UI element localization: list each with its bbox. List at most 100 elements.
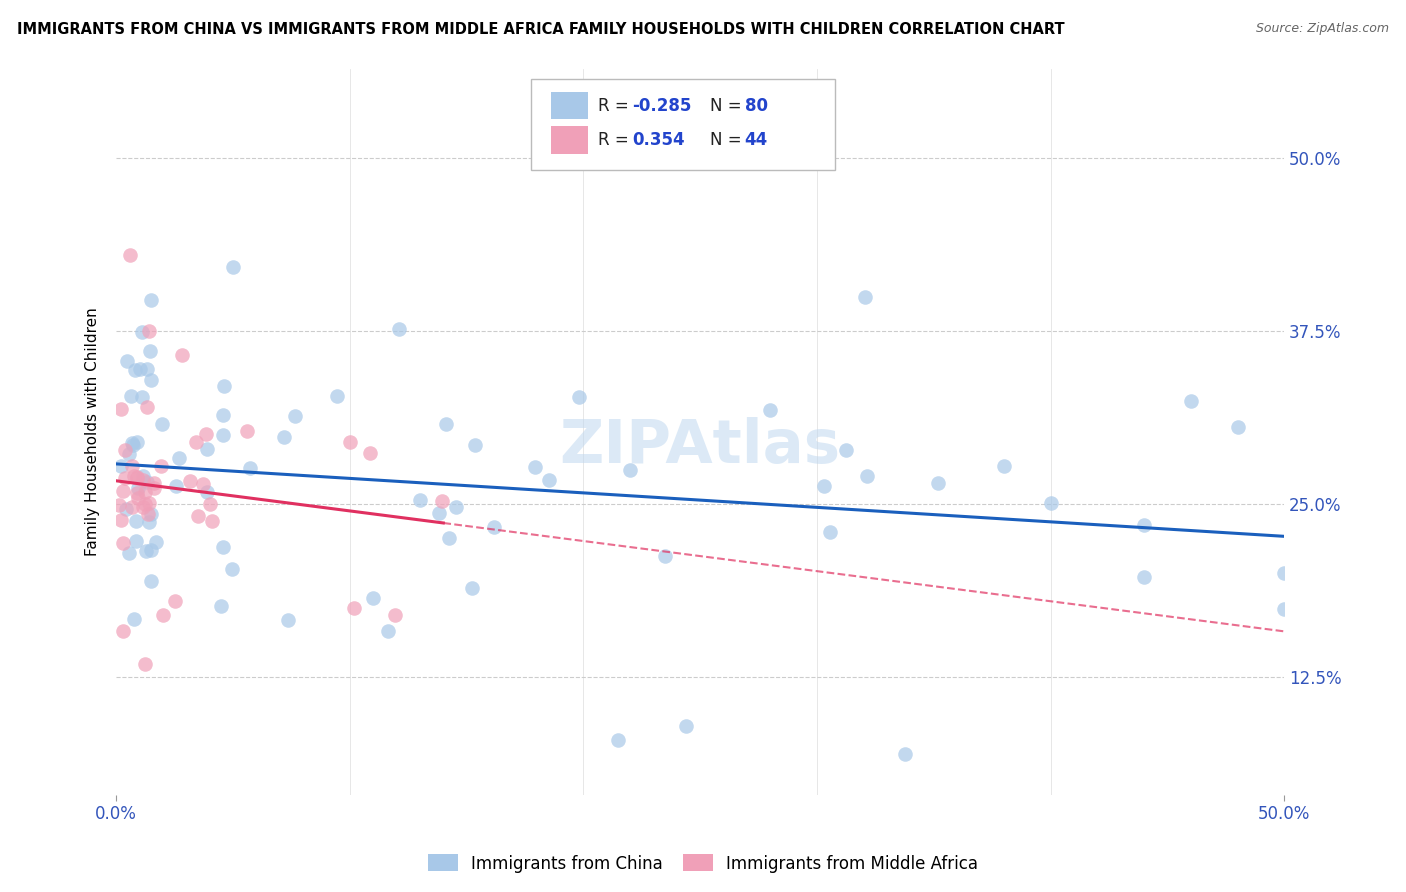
Legend: Immigrants from China, Immigrants from Middle Africa: Immigrants from China, Immigrants from M… xyxy=(422,847,984,880)
Point xyxy=(434,417,457,432)
Point xyxy=(427,507,450,521)
Point xyxy=(118,546,141,560)
Point xyxy=(1226,419,1249,434)
Point xyxy=(125,534,148,549)
Point xyxy=(619,463,641,477)
Point xyxy=(198,497,221,511)
Point xyxy=(127,482,149,496)
Text: R =: R = xyxy=(598,131,634,150)
Point xyxy=(675,719,697,733)
Point xyxy=(326,389,349,403)
Point xyxy=(813,479,835,493)
Point xyxy=(523,460,546,475)
Point xyxy=(131,390,153,404)
Point xyxy=(818,524,841,539)
Point xyxy=(121,436,143,450)
Point xyxy=(134,657,156,671)
Point xyxy=(111,624,134,638)
Text: ZIPAtlas: ZIPAtlas xyxy=(560,417,841,475)
Point xyxy=(339,434,361,449)
Point xyxy=(129,362,152,376)
FancyBboxPatch shape xyxy=(551,126,588,153)
Point xyxy=(201,515,224,529)
Point xyxy=(139,508,162,522)
Point xyxy=(135,400,157,414)
Text: 44: 44 xyxy=(745,131,768,150)
Point xyxy=(172,348,194,362)
Point xyxy=(993,459,1015,474)
Point xyxy=(139,372,162,386)
Point xyxy=(108,498,131,512)
Point xyxy=(163,594,186,608)
Point xyxy=(112,536,135,550)
Y-axis label: Family Households with Children: Family Households with Children xyxy=(86,308,100,557)
Point xyxy=(115,502,138,516)
Point xyxy=(343,601,366,615)
Point xyxy=(110,458,132,473)
Point xyxy=(759,403,782,417)
Point xyxy=(122,612,145,626)
Text: Source: ZipAtlas.com: Source: ZipAtlas.com xyxy=(1256,22,1389,36)
Point xyxy=(277,613,299,627)
Point xyxy=(165,479,187,493)
Point xyxy=(138,325,160,339)
Point xyxy=(437,531,460,545)
Point xyxy=(111,483,134,498)
Point xyxy=(184,435,207,450)
Point xyxy=(432,494,454,508)
Point xyxy=(377,624,399,639)
Point xyxy=(654,549,676,563)
Text: N =: N = xyxy=(710,97,747,115)
Point xyxy=(221,562,243,576)
Point xyxy=(853,290,876,304)
FancyBboxPatch shape xyxy=(531,79,835,170)
Point xyxy=(211,428,233,442)
Point xyxy=(127,471,149,485)
Point xyxy=(110,401,132,416)
Point xyxy=(121,458,143,473)
Point xyxy=(927,476,949,491)
Point xyxy=(209,599,232,613)
Point xyxy=(132,500,155,514)
FancyBboxPatch shape xyxy=(551,92,588,120)
Point xyxy=(284,409,307,423)
Point xyxy=(135,361,157,376)
Point xyxy=(124,363,146,377)
Text: IMMIGRANTS FROM CHINA VS IMMIGRANTS FROM MIDDLE AFRICA FAMILY HOUSEHOLDS WITH CH: IMMIGRANTS FROM CHINA VS IMMIGRANTS FROM… xyxy=(17,22,1064,37)
Point xyxy=(197,442,219,457)
Point xyxy=(482,520,505,534)
Point xyxy=(195,484,218,499)
Point xyxy=(134,484,156,499)
Point xyxy=(856,468,879,483)
Point xyxy=(464,438,486,452)
Point xyxy=(835,443,858,458)
Point xyxy=(212,540,235,554)
Point xyxy=(120,389,142,403)
Point xyxy=(194,426,217,441)
Point xyxy=(118,248,141,262)
Point xyxy=(138,515,160,529)
Point xyxy=(1133,570,1156,584)
Point xyxy=(121,500,143,514)
Point xyxy=(110,513,132,527)
Point xyxy=(537,473,560,487)
Point xyxy=(1272,566,1295,580)
Point xyxy=(125,514,148,528)
Point xyxy=(167,451,190,466)
Point xyxy=(135,475,157,490)
Point xyxy=(142,481,165,495)
Point xyxy=(138,496,160,510)
Point xyxy=(141,574,163,588)
Text: -0.285: -0.285 xyxy=(633,97,692,115)
Point xyxy=(127,435,149,450)
Text: N =: N = xyxy=(710,131,747,150)
Point xyxy=(273,429,295,443)
Point xyxy=(568,390,591,404)
Point xyxy=(134,497,156,511)
Point xyxy=(150,458,173,473)
Point xyxy=(187,508,209,523)
Point xyxy=(131,325,153,339)
Point xyxy=(211,409,233,423)
Point xyxy=(132,468,155,483)
Point xyxy=(461,581,484,595)
